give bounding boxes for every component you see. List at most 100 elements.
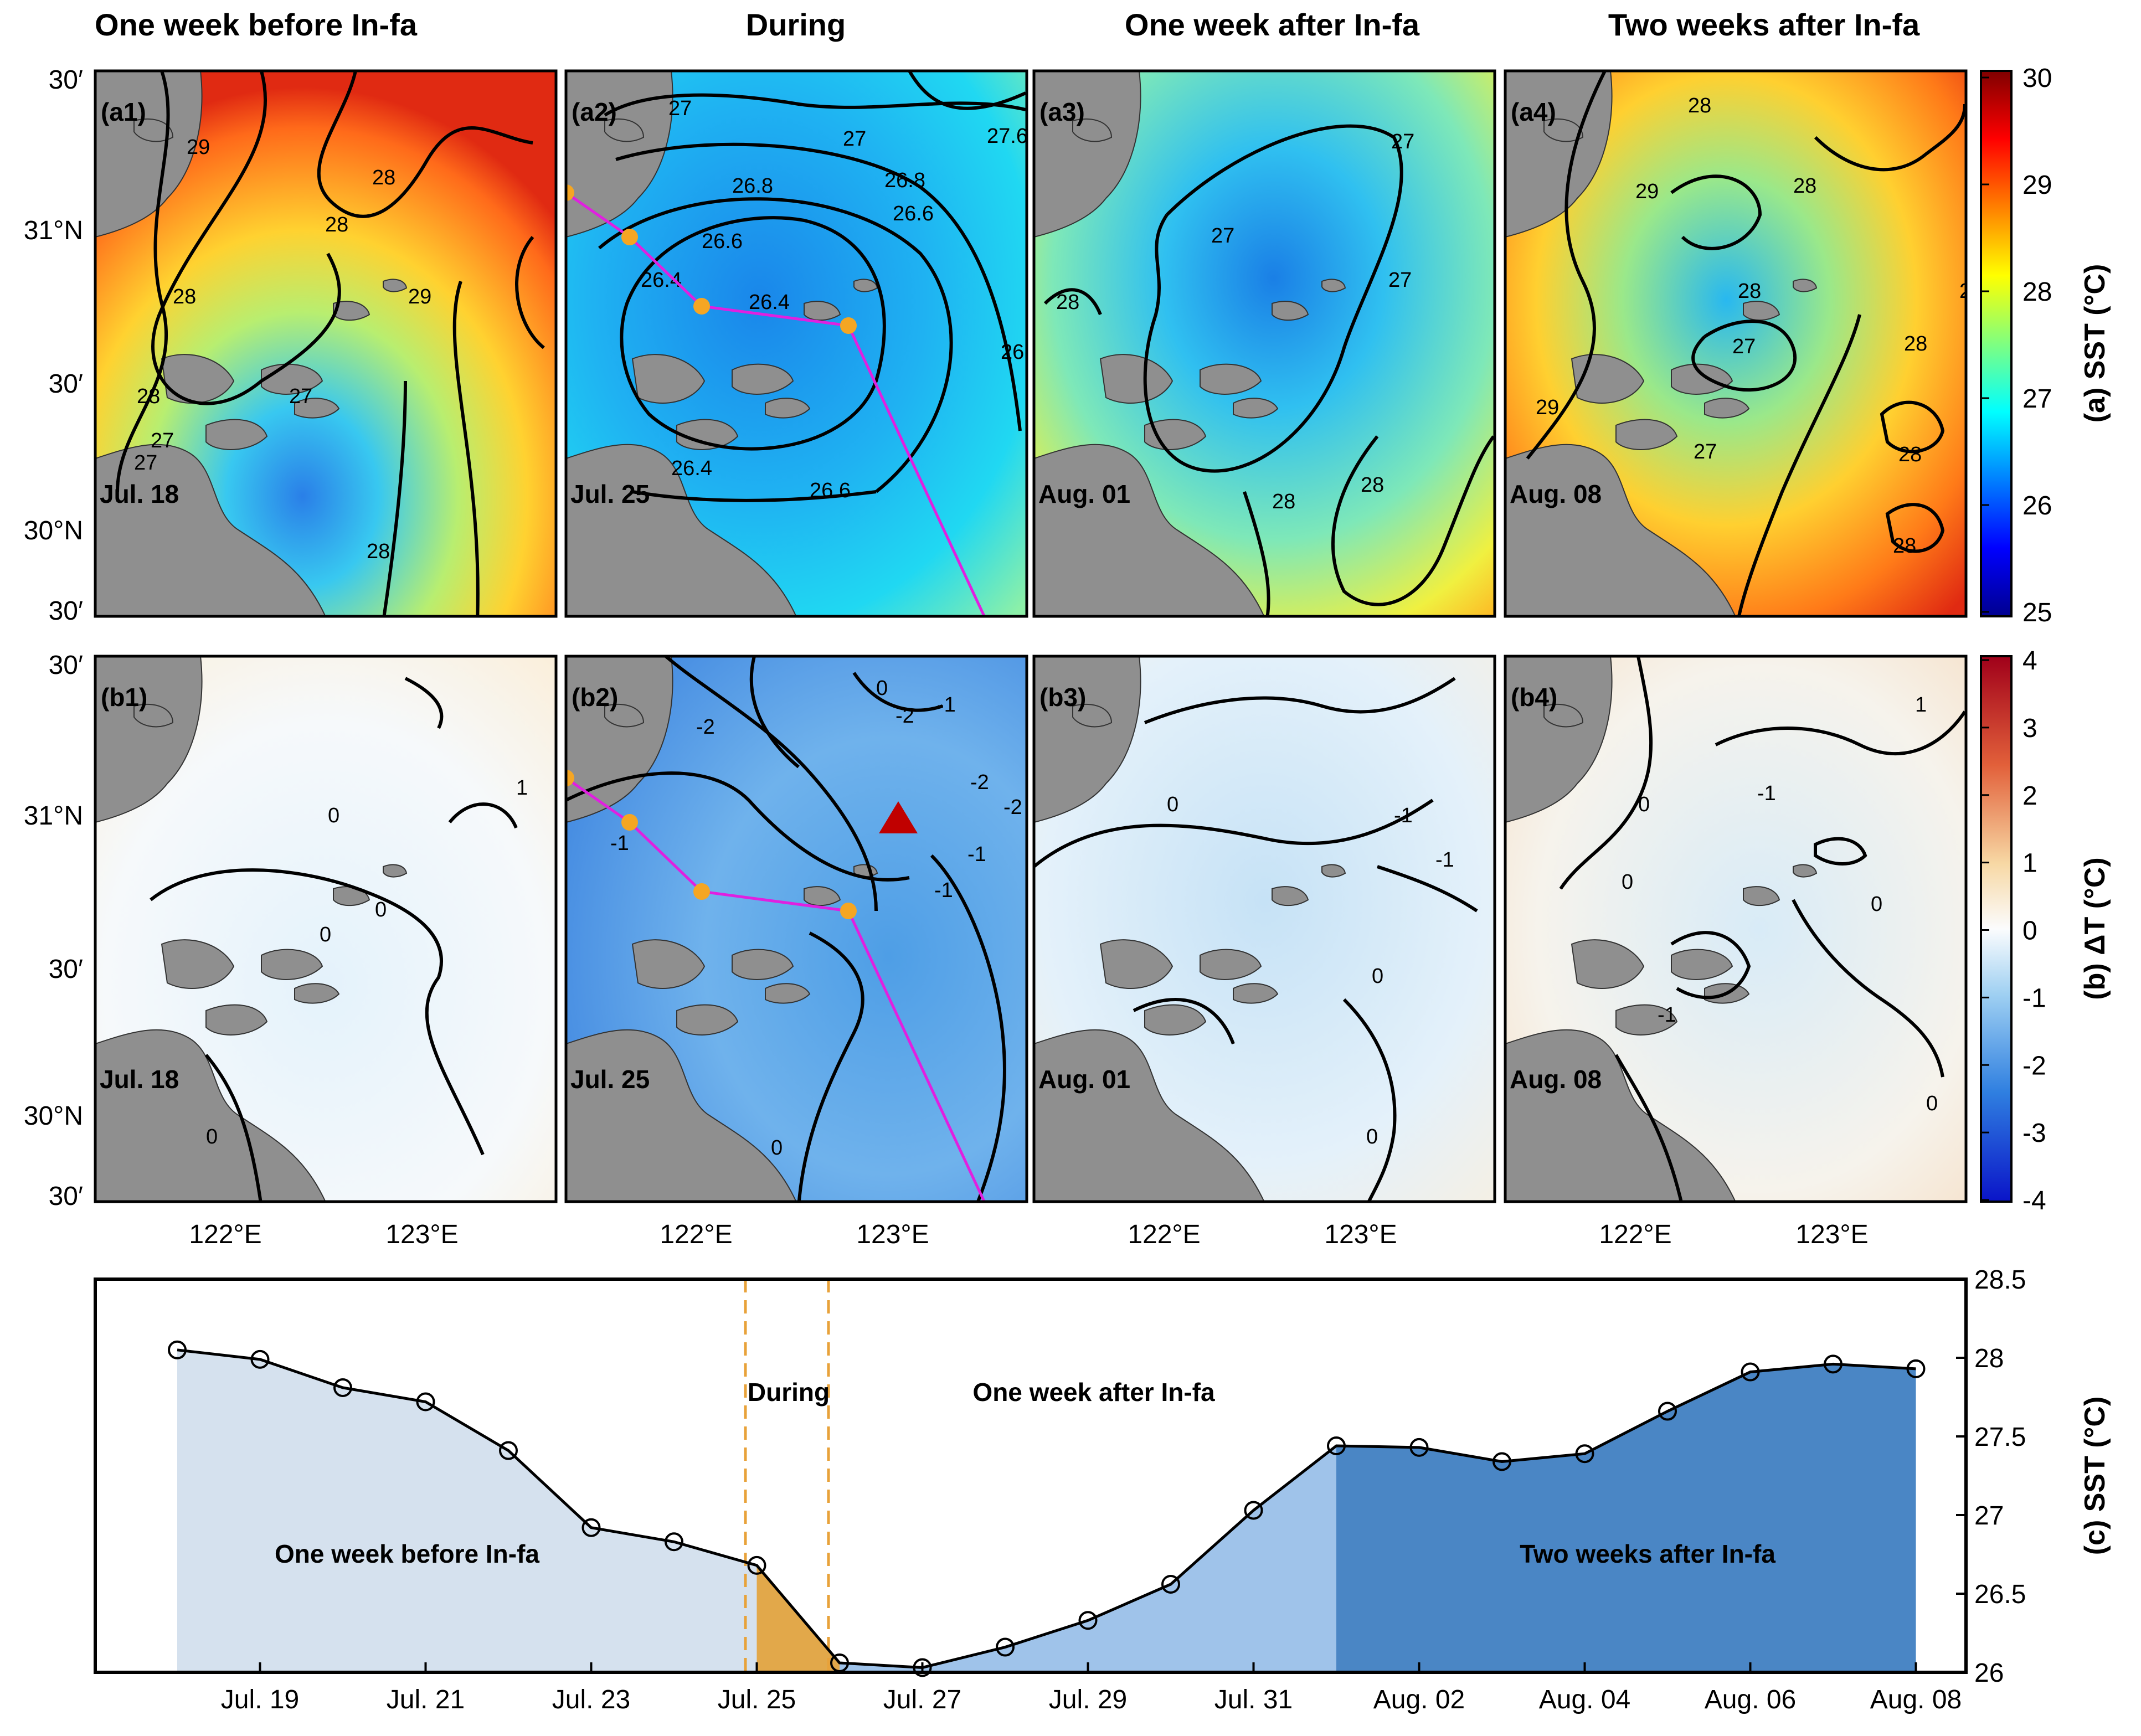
contour-label-a2-7: 26.4 (671, 457, 712, 480)
contour-a3-3 (1243, 491, 1270, 616)
contour-b4-4 (1614, 1054, 1683, 1202)
land-b4-2 (1571, 939, 1645, 989)
panel-a4-frame (1504, 69, 1968, 618)
y-tick-label-4: 26.5 (1974, 1580, 2026, 1609)
lon-tick-0-0: 122°E (189, 1220, 261, 1249)
lon-tick-1-0: 122°E (660, 1220, 732, 1249)
cb-b-ticks-label-6: -2 (2022, 1051, 2046, 1080)
panel-b1: 0 0 0 0 1 (b1) Jul. 18 (94, 655, 558, 1203)
panel-date-a4: Aug. 08 (1510, 480, 1602, 508)
panel-label-b3: (b3) (1039, 683, 1086, 712)
contour-b2-1 (665, 656, 878, 911)
contour-a4-2 (1691, 320, 1797, 392)
lat-tick-1-0: 30′ (49, 651, 83, 680)
x-tick-label-7: Aug. 02 (1373, 1685, 1465, 1714)
panel-a2: 2726.826.626.426.426.826.626.426.626.827… (564, 69, 1042, 618)
land-b1-3 (261, 949, 323, 980)
chart-y-axis-label: (c) SST (°C) (2079, 1397, 2111, 1555)
sst-point-15 (1409, 1438, 1429, 1457)
land-b1-4 (205, 1004, 268, 1036)
buoy-triangle-marker (879, 801, 918, 833)
land-b4-0 (1505, 656, 1613, 823)
typhoon-track-point-b2-2 (693, 883, 710, 900)
sst-point-4 (499, 1441, 518, 1460)
region-fill-1 (756, 1565, 840, 1672)
contour-label-b4-3: 0 (1622, 870, 1633, 894)
contour-label-b2-7: -2 (970, 771, 989, 794)
typhoon-track-point-a2-2 (693, 298, 710, 315)
land-a3-5 (1233, 398, 1279, 419)
contour-a1-2 (317, 71, 533, 218)
panel-date-b3: Aug. 01 (1038, 1065, 1130, 1094)
contour-a2-1 (615, 142, 1022, 431)
region-fill-3 (1336, 1364, 1916, 1672)
y-axis-ticks: 28.5 28 27.5 27 26.5 26 (1956, 1265, 2026, 1688)
panel-date-b1: Jul. 18 (100, 1065, 179, 1094)
contour-label-b2-0: -2 (696, 715, 715, 739)
cb-b-ticks-label-4: 0 (2022, 916, 2037, 946)
panel-date-b4: Aug. 08 (1510, 1065, 1602, 1094)
sst-point-18 (1658, 1402, 1677, 1421)
panel-label-b4: (b4) (1511, 683, 1557, 712)
sst-point-12 (1161, 1574, 1180, 1594)
land-a3-2 (1099, 354, 1174, 404)
panel-b2-frame (564, 655, 1028, 1203)
contour-b2-2 (930, 854, 1006, 1202)
panel-b1-frame (94, 655, 558, 1203)
colorbar-sst-label: (a) SST (°C) (2079, 264, 2111, 423)
panel-date-a2: Jul. 25 (570, 480, 650, 508)
contour-label-b3-1: -1 (1394, 804, 1413, 827)
contour-label-a1-8: 27 (134, 451, 157, 475)
lat-tick-1-3: 30°N (24, 1101, 83, 1131)
sst-point-0 (168, 1340, 187, 1359)
cb-b-ticks-label-8: -4 (2022, 1186, 2046, 1215)
contour-label-b1-4: 1 (516, 776, 528, 800)
land-a4-5 (1704, 398, 1750, 419)
contour-label-b2-5: -2 (1003, 796, 1022, 819)
lat-tick-1-2: 30′ (49, 955, 83, 984)
cb-b-ticks-label-5: -1 (2022, 983, 2046, 1013)
x-tick-label-9: Aug. 06 (1705, 1685, 1796, 1714)
panel-label-a3: (a3) (1039, 97, 1085, 126)
contour-label-b2-4: -1 (967, 843, 986, 866)
contour-label-a1-0: 29 (187, 136, 210, 159)
x-tick-label-3: Jul. 25 (718, 1685, 796, 1714)
contour-label-b2-2: -2 (895, 704, 914, 728)
land-b3-4 (1144, 1004, 1207, 1036)
contour-label-a2-5: 26.8 (884, 169, 925, 192)
contour-label-a1-5: 28 (325, 213, 348, 236)
lon-tick-1-1: 123°E (856, 1220, 929, 1249)
region-fills (177, 1349, 1916, 1672)
contour-label-b1-2: 0 (320, 923, 331, 946)
cb-b-ticks-label-3: 1 (2022, 849, 2037, 878)
contour-label-a3-0: 27 (1211, 224, 1234, 248)
land-a1-2 (161, 354, 235, 404)
contour-a4-5 (1880, 400, 1945, 454)
contour-a1-3 (452, 281, 480, 616)
panel-b2: -2 -1 -2 -1 -1 -2 0 -2 0 -1 (b2) Jul. 25 (564, 655, 1028, 1203)
land-a4-1 (1505, 444, 1736, 616)
contour-label-a2-10: 27 (843, 127, 866, 151)
contour-a3-2 (1331, 435, 1495, 606)
x-tick-label-10: Aug. 08 (1870, 1685, 1962, 1714)
y-tick-label-0: 28.5 (1974, 1265, 2026, 1295)
contour-label-b3-2: -1 (1435, 848, 1454, 872)
contour-label-a2-2: 26.6 (702, 230, 743, 253)
sst-point-9 (913, 1658, 932, 1677)
contour-b4-0 (1559, 656, 1653, 890)
contour-label-a2-9: 26.8 (1001, 341, 1042, 364)
x-tick-label-0: Jul. 19 (221, 1685, 299, 1714)
land-a1-7 (383, 279, 408, 292)
contour-label-a1-9: 28 (367, 540, 390, 563)
contour-label-b2-9: -1 (934, 879, 953, 902)
contour-label-a2-0: 27 (668, 97, 692, 120)
y-tick-label-1: 28 (1974, 1344, 2004, 1373)
lat-tick-1-4: 30′ (49, 1182, 83, 1211)
land-b4-1 (1505, 1029, 1736, 1202)
typhoon-track-point-a2-3 (840, 317, 857, 334)
lon-tick-3-0: 122°E (1599, 1220, 1671, 1249)
panel-date-a1: Jul. 18 (100, 480, 179, 508)
sst-point-6 (665, 1532, 683, 1552)
land-a2-2 (631, 354, 706, 404)
